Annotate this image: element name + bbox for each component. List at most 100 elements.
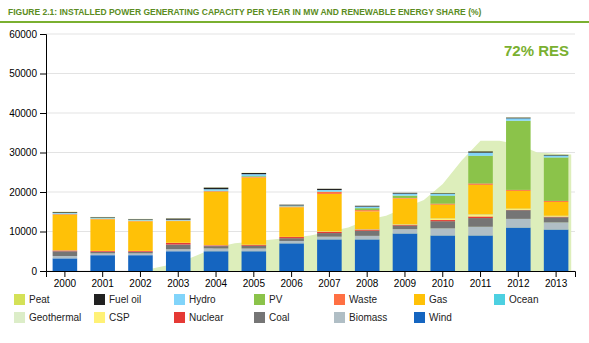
y-tick-label: 10000 [9,226,37,237]
y-tick: 0 [31,266,46,277]
bar [242,178,267,245]
bar [53,251,78,256]
bar [242,244,267,246]
bar [128,218,153,219]
x-tick-mark [253,271,254,277]
legend-item: Wind [414,312,452,323]
x-tick: 2003 [167,271,190,289]
x-tick-mark [140,271,141,277]
bar [393,224,418,226]
bar [468,235,493,271]
y-tick-mark [40,271,46,272]
x-tick-mark [329,271,330,277]
bar [355,239,380,271]
bar [279,204,304,206]
bar [90,217,115,219]
legend-label: Nuclear [189,312,224,323]
legend-label: Biomass [349,312,387,323]
annotation: 72% RES [504,42,569,59]
bar [430,205,455,219]
bar [393,192,418,194]
x-tick-mark [102,271,103,277]
legend-item: PV [254,294,283,305]
legend-swatch [494,294,505,305]
x-tick-label: 2006 [280,278,303,289]
x-tick: 2002 [129,271,152,289]
legend-item: Peat [14,294,50,305]
x-tick: 2009 [394,271,417,289]
bar [204,248,229,251]
bar [468,227,493,236]
bar [544,217,569,222]
x-tick-mark [518,271,519,277]
bar [90,252,115,254]
bar [242,172,267,173]
bar [166,219,191,220]
bar [393,196,418,198]
legend-item: Fuel oil [94,294,141,305]
bar-series [53,209,569,251]
bar [53,258,78,271]
bar [90,217,115,219]
bar [166,221,191,243]
bar [242,251,267,271]
legend-item: CSP [94,312,130,323]
area [50,141,571,271]
x-tick-mark [178,271,179,277]
bar [393,226,418,230]
x-tick-mark [480,271,481,277]
legend: PeatFuel oilHydroPVWasteGasOceanGeotherm… [14,294,538,323]
bar [204,191,229,193]
bar [53,214,78,216]
x-tick: 2008 [356,271,379,289]
legend-item: Biomass [334,312,387,323]
bar [53,213,78,214]
grid [46,34,575,271]
bar [355,205,380,206]
bar [204,188,229,190]
x-tick: 2013 [545,271,568,289]
y-tick-mark [40,232,46,233]
bar [279,207,304,237]
legend-swatch [254,312,265,323]
x-tick-label: 2003 [167,278,190,289]
y-tick-label: 0 [31,266,37,277]
x-tick: 2012 [507,271,530,289]
legend-item: Coal [254,312,290,323]
bar [355,211,380,229]
bar [355,205,380,207]
bar [204,251,229,271]
bar [279,238,304,241]
legend-swatch [334,312,345,323]
bar [506,117,531,118]
x-tick-label: 2011 [470,278,492,289]
grid-line [46,73,575,74]
y-axis-line [40,35,47,272]
bar [430,219,455,220]
x-tick-label: 2013 [545,278,568,289]
bar [430,194,455,196]
x-tick: 2007 [318,271,341,289]
bar [242,173,267,174]
x-tick: 2010 [432,271,455,289]
x-tick: 2000 [54,271,77,289]
bar [506,117,531,119]
legend-item: Geothermal [14,312,81,323]
legend-swatch [14,312,25,323]
bar [204,245,229,247]
bar [393,192,418,193]
bar [166,245,191,250]
bar [90,218,115,219]
bar [53,212,78,214]
x-tick-mark [64,271,65,277]
legend-item: Ocean [494,294,538,305]
bar [506,209,531,211]
bar [242,176,267,178]
y-tick: 50000 [9,68,46,79]
bar [506,219,531,228]
title-rule [0,21,589,23]
y-tick-label: 30000 [9,147,37,158]
bar [128,220,153,221]
bar [90,255,115,271]
bar [317,239,342,271]
